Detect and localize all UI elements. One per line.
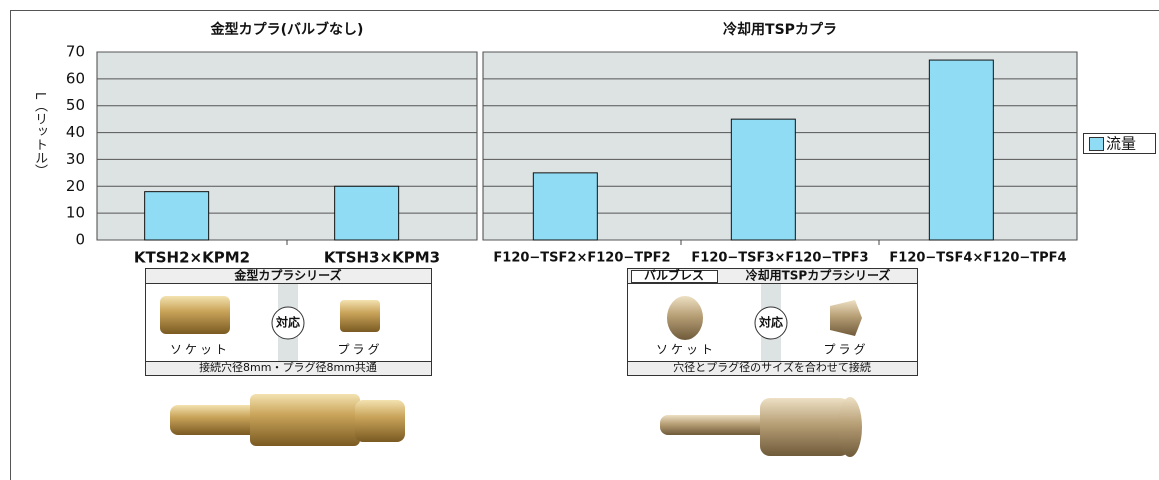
panel-badge: バルブレス — [644, 268, 704, 283]
plug-label: プラグ — [823, 343, 868, 357]
bar — [928, 59, 994, 241]
info-panel: 金型カプラシリーズ 対応 ソケット プラグ 接続穴径8mm・プラグ径8mm共通 — [145, 268, 432, 376]
socket-label: ソケット — [170, 343, 230, 357]
chart-title: 金型カプラ(バルブなし) — [210, 21, 364, 38]
x-tick-label: F120−TSF3×F120−TPF3 — [691, 251, 868, 266]
plug-label: プラグ — [337, 343, 382, 357]
match-label: 対応 — [758, 315, 783, 330]
socket-label: ソケット — [656, 343, 716, 357]
y-axis-label: L（リットル） — [32, 92, 47, 178]
info-panel: バルブレス 冷却用TSPカプラシリーズ 対応 ソケット プラグ 穴径とプラグ径の… — [627, 268, 918, 376]
panel-title: 冷却用TSPカプラシリーズ — [746, 268, 891, 283]
product-image — [170, 394, 405, 446]
chart-title: 冷却用TSPカプラ — [723, 21, 837, 38]
bar — [334, 185, 400, 241]
x-tick-label: KTSH2×KPM2 — [134, 249, 250, 267]
bar — [532, 172, 598, 241]
y-tick-label: 50 — [66, 96, 85, 114]
y-tick-label: 0 — [75, 231, 85, 249]
y-tick-label: 30 — [66, 150, 85, 168]
y-tick-label: 60 — [66, 69, 85, 87]
y-tick-label: 20 — [66, 177, 85, 195]
y-tick-label: 40 — [66, 123, 85, 141]
x-tick-label: F120−TSF4×F120−TPF4 — [889, 251, 1066, 266]
bar — [730, 118, 796, 241]
product-image — [660, 397, 862, 457]
legend-swatch — [1089, 137, 1104, 151]
y-tick-label: 70 — [66, 43, 85, 61]
x-tick-label: F120−TSF2×F120−TPF2 — [493, 251, 670, 266]
panel-note: 穴径とプラグ径のサイズを合わせて接続 — [673, 360, 871, 374]
y-tick-label: 10 — [66, 204, 85, 222]
legend-label: 流量 — [1106, 135, 1136, 153]
frame — [10, 10, 1159, 480]
panel-note: 接続穴径8mm・プラグ径8mm共通 — [199, 360, 377, 374]
bar — [144, 191, 210, 241]
x-tick-label: KTSH3×KPM3 — [324, 249, 440, 267]
panel-title: 金型カプラシリーズ — [233, 268, 341, 283]
match-label: 対応 — [275, 315, 300, 330]
